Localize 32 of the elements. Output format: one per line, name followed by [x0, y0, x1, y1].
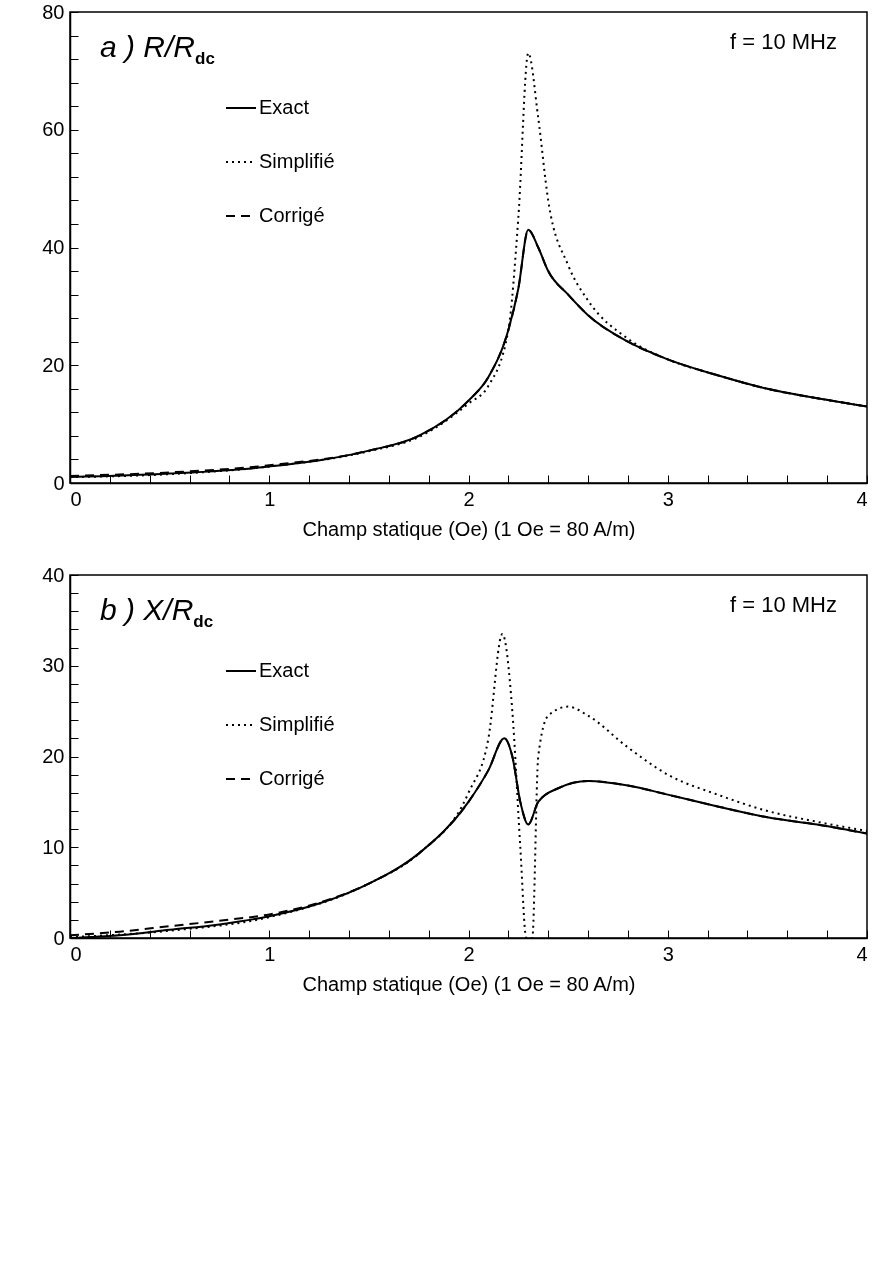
x-tick-label: 2: [463, 487, 475, 510]
text: a ) R/R$_{dc}$: [100, 30, 215, 69]
legend-label: Exact: [259, 96, 310, 118]
y-tick-label: 30: [42, 654, 65, 677]
x-axis-title: Champ statique (Oe) (1 Oe = 80 A/m): [302, 517, 636, 540]
annotation: f = 10 MHz: [730, 592, 837, 617]
x-tick-label: 1: [264, 942, 276, 965]
y-tick-label: 0: [53, 471, 65, 494]
text: b ) X/R$_{dc}$: [100, 593, 214, 632]
y-tick-label: 10: [42, 835, 65, 858]
y-tick-label: 40: [42, 236, 65, 258]
legend-label: Corrigé: [259, 767, 325, 789]
x-tick-label: 0: [70, 487, 82, 510]
y-tick-label: 60: [42, 118, 65, 141]
x-tick-label: 4: [856, 942, 868, 965]
x-axis-title: Champ statique (Oe) (1 Oe = 80 A/m): [302, 972, 636, 995]
y-tick-label: 40: [42, 563, 65, 586]
legend-label: Simplifié: [259, 150, 335, 172]
y-tick-label: 20: [42, 353, 65, 376]
annotation: f = 10 MHz: [730, 29, 837, 54]
x-tick-label: 0: [70, 942, 82, 965]
x-tick-label: 3: [662, 942, 674, 965]
x-tick-label: 2: [463, 942, 475, 965]
y-tick-label: 0: [53, 926, 65, 949]
x-tick-label: 1: [264, 487, 276, 510]
y-tick-label: 80: [42, 0, 65, 23]
legend-label: Simplifié: [259, 713, 335, 735]
x-tick-label: 4: [856, 487, 868, 510]
x-tick-label: 3: [662, 487, 674, 510]
legend-label: Corrigé: [259, 204, 325, 226]
legend-label: Exact: [259, 659, 310, 681]
y-tick-label: 20: [42, 745, 65, 767]
